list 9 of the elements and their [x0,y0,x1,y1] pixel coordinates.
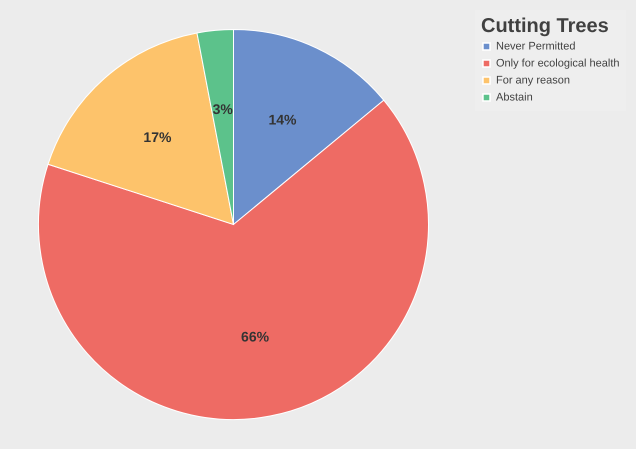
legend-label: Abstain [496,92,533,104]
legend-title: Cutting Trees [481,15,609,37]
data-label: 17% [143,129,172,146]
legend-label: For any reason [496,74,570,86]
legend-label: Never Permitted [496,40,576,52]
legend-label: Only for ecological health [496,58,620,70]
data-label: 66% [241,328,270,344]
data-label: 3% [212,101,234,118]
data-label: 14% [268,111,298,128]
